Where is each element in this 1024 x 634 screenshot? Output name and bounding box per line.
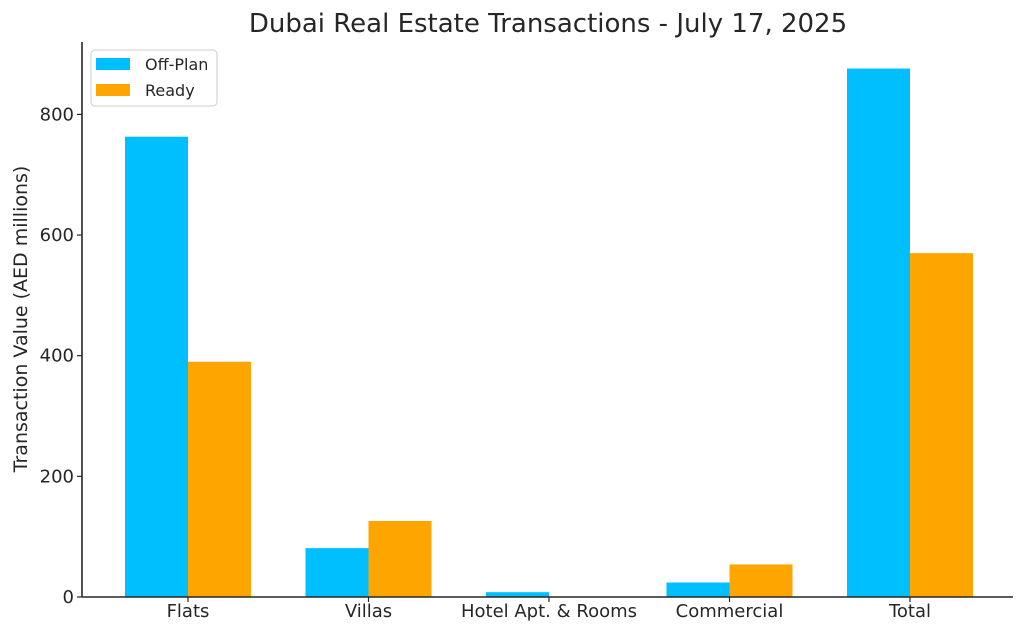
x-axis-ticks: Flats Villas Hotel Apt. & Rooms Commercial T…: [167, 597, 931, 622]
legend-label-ready: Ready: [145, 81, 195, 100]
x-tick-label: Hotel Apt. & Rooms: [461, 601, 637, 622]
x-tick-label: Commercial: [676, 601, 784, 622]
bar-ready-flats: [188, 361, 251, 597]
y-tick-label: 600: [40, 225, 74, 246]
y-tick-label: 400: [40, 346, 74, 367]
y-axis-ticks: 0 200 400 600 800: [40, 104, 82, 608]
bar-off-plan-commercial: [666, 582, 730, 597]
x-tick-label: Flats: [167, 601, 210, 622]
bar-off-plan-flats: [125, 136, 188, 597]
y-tick-label: 800: [40, 104, 74, 125]
y-tick-label: 0: [63, 587, 74, 608]
bar-ready-villas: [368, 520, 432, 597]
bar-ready-commercial: [729, 564, 793, 597]
bar-off-plan-villas: [305, 548, 369, 597]
chart-title: Dubai Real Estate Transactions - July 17…: [249, 9, 847, 39]
y-tick-label: 200: [40, 466, 74, 487]
legend-swatch-off-plan: [96, 58, 130, 70]
bars-layer: [125, 68, 973, 598]
legend: Off-Plan Ready: [90, 49, 218, 107]
legend-label-off-plan: Off-Plan: [145, 55, 208, 74]
bar-ready-total: [910, 253, 973, 598]
bar-off-plan-hotel-apt-rooms: [486, 592, 549, 597]
y-axis-label: Transaction Value (AED millions): [10, 166, 32, 474]
bar-off-plan-total: [847, 68, 910, 598]
legend-swatch-ready: [96, 84, 130, 96]
x-tick-label: Total: [888, 601, 931, 622]
x-tick-label: Villas: [345, 601, 392, 622]
